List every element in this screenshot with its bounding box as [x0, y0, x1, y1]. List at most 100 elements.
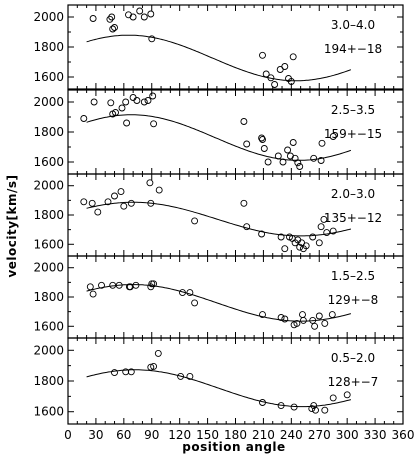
data-point	[312, 406, 319, 414]
data-point	[147, 363, 155, 371]
data-point	[287, 78, 295, 85]
data-point	[109, 25, 117, 33]
data-point	[104, 198, 112, 206]
data-point	[259, 51, 266, 59]
x-tick-label: 120	[168, 428, 191, 442]
data-point	[309, 316, 317, 324]
data-point	[277, 314, 285, 321]
data-point	[259, 399, 266, 406]
fit-label: 159+−15	[324, 127, 382, 141]
x-tick-label: 90	[144, 428, 159, 442]
data-point	[186, 289, 194, 297]
x-tick-label: 0	[64, 428, 72, 442]
data-point	[133, 97, 141, 104]
x-tick-label: 150	[196, 428, 219, 442]
data-point	[150, 120, 158, 128]
data-point	[120, 202, 128, 210]
data-point	[328, 311, 336, 319]
data-point	[321, 319, 329, 327]
data-point	[258, 230, 266, 238]
data-point	[132, 281, 140, 289]
data-point	[155, 186, 163, 194]
fit-label: 129+−8	[328, 293, 379, 307]
data-point	[315, 312, 323, 320]
fit-label: 194+−18	[324, 42, 382, 56]
y-tick-label: 2000	[33, 179, 64, 193]
data-point	[274, 152, 282, 160]
data-point	[117, 188, 125, 196]
x-tick-label: 180	[224, 428, 247, 442]
y-tick-label: 1600	[33, 319, 64, 333]
x-tick-label: 60	[116, 428, 131, 442]
data-point	[259, 311, 266, 319]
fit-curve	[86, 201, 352, 237]
data-point	[177, 372, 185, 380]
data-point	[309, 233, 317, 241]
panel-1: 1600 1800 2000 3.0–4.0 194+−18	[33, 4, 404, 90]
data-point	[271, 81, 279, 88]
y-tick-label: 1600	[33, 155, 64, 169]
data-point	[108, 13, 116, 21]
x-tick-label: 240	[280, 428, 303, 442]
data-point	[329, 227, 337, 235]
data-point	[111, 24, 118, 31]
data-point	[321, 406, 329, 414]
data-point	[136, 7, 144, 15]
data-point	[112, 109, 119, 116]
x-tick-label: 330	[364, 428, 387, 442]
y-axis-title: velocity[km/s]	[5, 174, 19, 277]
data-point	[115, 281, 123, 289]
data-point	[323, 229, 331, 237]
data-point	[191, 217, 199, 225]
data-point	[140, 98, 148, 106]
y-tick-label: 2000	[33, 10, 64, 24]
data-point	[122, 98, 130, 106]
x-tick-label: 270	[308, 428, 331, 442]
data-point	[289, 139, 297, 146]
fit-curve	[86, 369, 352, 408]
data-point	[88, 199, 96, 207]
data-point	[296, 243, 304, 251]
data-point	[106, 15, 114, 23]
data-point	[149, 92, 157, 100]
fit-curve	[86, 114, 352, 161]
range-label: 2.0–3.0	[331, 187, 375, 201]
data-point	[150, 280, 158, 288]
x-tick-label: 210	[252, 428, 275, 442]
data-point	[89, 15, 97, 22]
data-point	[90, 98, 98, 106]
data-point	[240, 118, 248, 125]
data-point	[123, 119, 131, 127]
y-tick-label: 1600	[33, 237, 64, 251]
fit-label: 128+−7	[328, 375, 379, 389]
data-point	[315, 239, 323, 247]
x-axis-title: position angle	[182, 440, 285, 454]
data-point	[148, 35, 156, 43]
range-label: 3.0–4.0	[331, 18, 375, 32]
data-point	[296, 163, 304, 170]
range-label: 2.5–3.5	[331, 103, 375, 117]
data-point	[289, 53, 297, 61]
data-point	[310, 402, 318, 410]
y-tick-label: 2000	[33, 95, 64, 109]
data-point	[299, 316, 307, 324]
data-point	[259, 136, 266, 143]
data-point	[154, 349, 162, 357]
data-point	[179, 289, 186, 297]
data-point	[279, 158, 287, 166]
data-point	[277, 233, 285, 241]
data-point	[281, 245, 289, 253]
range-label: 1.5–2.5	[331, 269, 375, 283]
data-point	[94, 208, 102, 216]
data-point	[329, 394, 337, 402]
data-point	[281, 63, 289, 70]
data-point	[109, 281, 117, 289]
y-tick-label: 2000	[33, 343, 64, 357]
data-point	[111, 369, 118, 377]
y-tick-label: 2000	[33, 261, 64, 275]
data-point	[294, 159, 302, 167]
data-point	[281, 315, 289, 323]
data-point	[107, 99, 115, 107]
data-point	[89, 290, 97, 298]
data-point	[86, 283, 94, 291]
